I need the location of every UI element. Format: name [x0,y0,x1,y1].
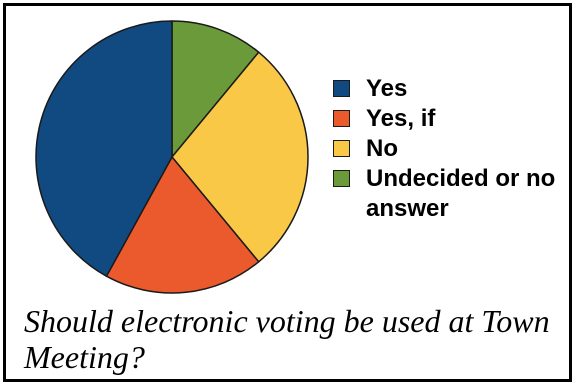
pie-slice-no [171,51,309,263]
legend-label-no: No [366,135,398,162]
legend-label-undecided: Undecided or no answer [366,165,556,222]
legend-label-yes: Yes [366,75,408,102]
legend-swatch-undecided [333,170,350,187]
chart-title: Should electronic voting be used at Town… [24,303,550,375]
pie-chart [35,20,309,294]
pie-slice-undecided-or-no-answer [171,20,260,158]
legend-label-yes-if: Yes, if [366,105,436,132]
pie-slice-yes-if [105,156,260,294]
pie-slice-yes [35,20,173,277]
legend-swatch-yes [333,80,350,97]
chart-frame: Yes Yes, if No Undecided or no answer Sh… [3,3,572,382]
legend-swatch-no [333,140,350,157]
legend-swatch-yes-if [333,110,350,127]
